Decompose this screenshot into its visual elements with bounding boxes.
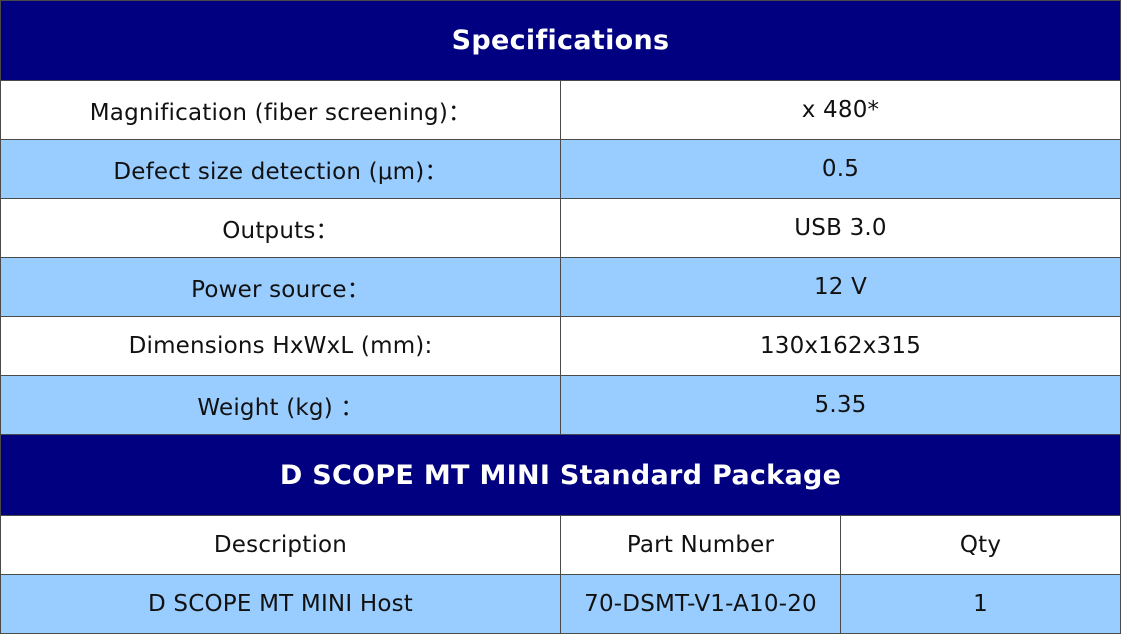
spec-row: Outputs： USB 3.0 (0, 198, 1121, 258)
spec-value: 5.35 (559, 375, 1121, 435)
spec-row: Weight (kg) ： 5.35 (0, 375, 1121, 435)
spec-value: 130x162x315 (559, 316, 1121, 376)
spec-label: Outputs： (0, 198, 561, 258)
package-part-number: 70-DSMT-V1-A10-20 (560, 574, 841, 634)
specifications-header: Specifications (0, 0, 1121, 81)
spec-value: USB 3.0 (559, 198, 1121, 258)
spec-value: 0.5 (559, 139, 1121, 199)
spec-label: Power source： (0, 257, 561, 317)
column-header-description: Description (0, 515, 561, 575)
spec-label: Weight (kg) ： (0, 375, 561, 435)
package-row: D SCOPE MT MINI Host 70-DSMT-V1-A10-20 1 (0, 574, 1121, 634)
spec-row: Power source： 12 V (0, 257, 1121, 317)
spec-label: Magnification (fiber screening)： (0, 80, 561, 140)
spec-row: Defect size detection (μm)： 0.5 (0, 139, 1121, 199)
spec-value: 12 V (559, 257, 1121, 317)
package-column-headers: Description Part Number Qty (0, 515, 1121, 575)
column-header-part-number: Part Number (560, 515, 841, 575)
package-description: D SCOPE MT MINI Host (0, 574, 561, 634)
package-header: D SCOPE MT MINI Standard Package (0, 434, 1121, 516)
spec-label: Dimensions HxWxL (mm): (0, 316, 561, 376)
spec-value: x 480* (559, 80, 1121, 140)
spec-label: Defect size detection (μm)： (0, 139, 561, 199)
spec-row: Magnification (fiber screening)： x 480* (0, 80, 1121, 140)
package-qty: 1 (839, 574, 1121, 634)
column-header-qty: Qty (839, 515, 1121, 575)
spec-row: Dimensions HxWxL (mm): 130x162x315 (0, 316, 1121, 376)
